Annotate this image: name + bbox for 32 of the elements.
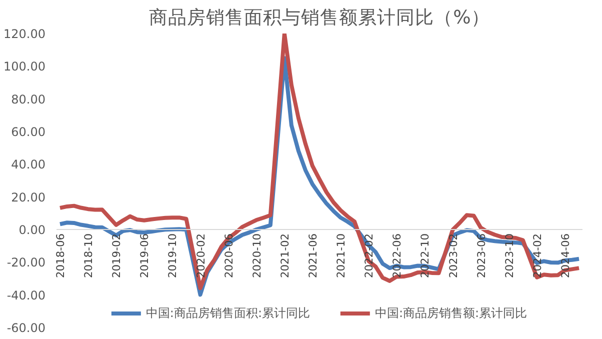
x-tick-label: 2020-02 <box>194 233 208 278</box>
y-tick-label: -40.00 <box>6 288 46 302</box>
x-tick-label: 2023-10 <box>502 233 516 278</box>
x-tick-label: 2022-02 <box>362 233 376 278</box>
y-tick-label: 40.00 <box>11 158 46 172</box>
y-tick-label: 120.00 <box>4 27 46 41</box>
x-tick-label: 2018-10 <box>82 233 96 278</box>
legend-label: 中国:商品房销售面积:累计同比 <box>146 304 310 322</box>
y-tick-label: -20.00 <box>6 256 46 270</box>
x-tick-label: 2021-02 <box>278 233 292 278</box>
y-tick-label: 80.00 <box>11 92 46 106</box>
x-tick-label: 2022-10 <box>418 233 432 278</box>
x-tick-label: 2022-06 <box>390 233 404 278</box>
x-tick-label: 2020-06 <box>222 233 236 278</box>
x-tick-label: 2023-02 <box>446 233 460 278</box>
x-tick-label: 2019-10 <box>166 233 180 278</box>
y-tick-label: 60.00 <box>11 125 46 139</box>
y-tick-label: 100.00 <box>4 60 46 74</box>
y-tick-label: -60.00 <box>6 321 46 335</box>
x-tick-label: 2024-02 <box>530 233 544 278</box>
x-tick-label: 2019-06 <box>138 233 152 278</box>
x-tick-label: 2021-06 <box>306 233 320 278</box>
y-tick-label: 0.00 <box>18 223 46 237</box>
x-tick-label: 2024-06 <box>558 233 572 278</box>
x-tick-label: 2019-02 <box>110 233 124 278</box>
x-tick-label: 2020-10 <box>250 233 264 278</box>
x-tick-label: 2018-06 <box>54 233 68 278</box>
legend-label: 中国:商品房销售额:累计同比 <box>375 304 528 322</box>
x-tick-label: 2023-06 <box>474 233 488 278</box>
chart-title: 商品房销售面积与销售额累计同比（%） <box>149 6 490 28</box>
x-tick-label: 2021-10 <box>334 233 348 278</box>
y-tick-label: 20.00 <box>11 190 46 204</box>
